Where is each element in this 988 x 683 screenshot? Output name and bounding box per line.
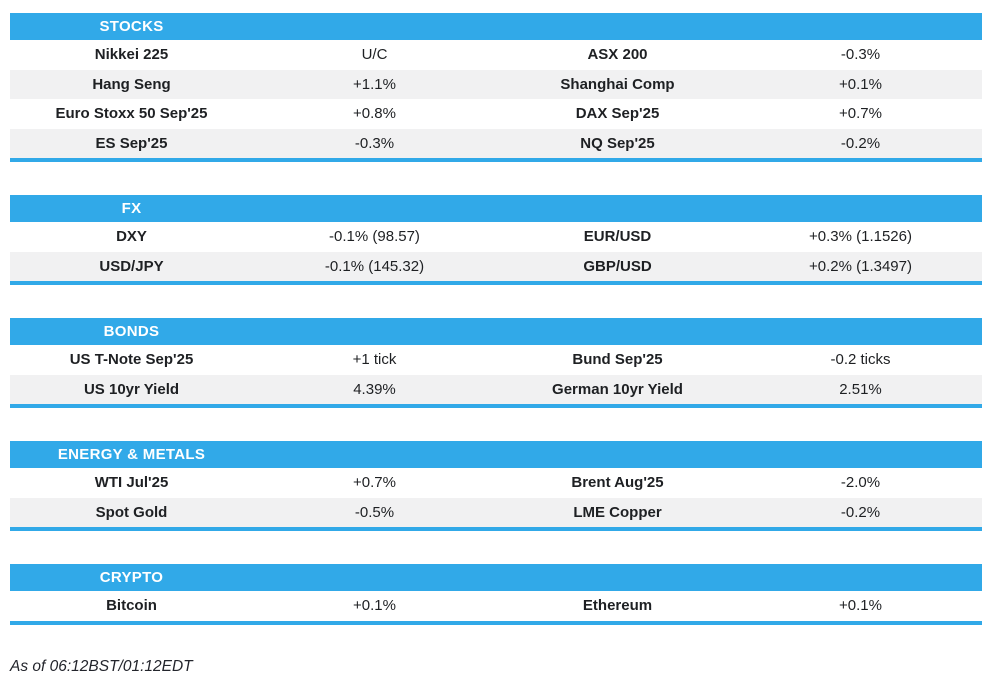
instrument-label: Shanghai Comp (560, 75, 675, 93)
table-row: Bitcoin +0.1% Ethereum +0.1% (10, 591, 982, 621)
instrument-value: +0.7% (839, 105, 882, 123)
instrument-label: LME Copper (573, 503, 662, 521)
section-crypto: CRYPTO Bitcoin +0.1% Ethereum +0.1% (10, 564, 982, 625)
section-header: ENERGY & METALS (10, 441, 982, 468)
instrument-label: WTI Jul'25 (94, 474, 169, 492)
instrument-value: +1.1% (353, 75, 396, 93)
instrument-label: Hang Seng (92, 75, 171, 93)
instrument-label: NQ Sep'25 (580, 134, 655, 152)
instrument-label: US T-Note Sep'25 (69, 351, 194, 369)
instrument-label: DAX Sep'25 (575, 105, 660, 123)
section-bonds: BONDS US T-Note Sep'25 +1 tick Bund Sep'… (10, 318, 982, 408)
instrument-label: Euro Stoxx 50 Sep'25 (55, 105, 208, 123)
table-row: Euro Stoxx 50 Sep'25 +0.8% DAX Sep'25 +0… (10, 99, 982, 129)
section-stocks: STOCKS Nikkei 225 U/C ASX 200 -0.3% Hang… (10, 13, 982, 162)
table-row: USD/JPY -0.1% (145.32) GBP/USD +0.2% (1.… (10, 251, 982, 281)
instrument-value: +0.7% (353, 474, 396, 492)
instrument-value: +1 tick (352, 351, 397, 369)
table-row: DXY -0.1% (98.57) EUR/USD +0.3% (1.1526) (10, 222, 982, 252)
instrument-value: -0.2% (840, 134, 881, 152)
section-rows: DXY -0.1% (98.57) EUR/USD +0.3% (1.1526)… (10, 222, 982, 281)
instrument-label: Spot Gold (95, 503, 168, 521)
section-header: BONDS (10, 318, 982, 345)
section-underline (10, 158, 982, 162)
instrument-label: Brent Aug'25 (571, 474, 664, 492)
section-rows: US T-Note Sep'25 +1 tick Bund Sep'25 -0.… (10, 345, 982, 404)
instrument-value: U/C (361, 46, 388, 64)
table-row: US 10yr Yield 4.39% German 10yr Yield 2.… (10, 374, 982, 404)
as-of-timestamp: As of 06:12BST/01:12EDT (10, 657, 193, 675)
instrument-label: US 10yr Yield (83, 380, 180, 398)
section-title: BONDS (103, 323, 160, 340)
section-header: FX (10, 195, 982, 222)
instrument-value: +0.3% (1.1526) (809, 228, 912, 246)
instrument-label: EUR/USD (583, 228, 652, 246)
instrument-value: -0.5% (354, 503, 395, 521)
instrument-label: German 10yr Yield (552, 380, 683, 398)
instrument-value: -0.3% (354, 134, 395, 152)
instrument-value: -0.1% (98.57) (329, 228, 420, 246)
instrument-value: -2.0% (840, 474, 881, 492)
section-rows: Nikkei 225 U/C ASX 200 -0.3% Hang Seng +… (10, 40, 982, 158)
instrument-value: -0.2 ticks (830, 351, 891, 369)
section-header: STOCKS (10, 13, 982, 40)
instrument-value: -0.3% (840, 46, 881, 64)
instrument-value: -0.1% (145.32) (324, 257, 425, 275)
instrument-label: Nikkei 225 (94, 46, 169, 64)
instrument-value: 4.39% (353, 380, 396, 398)
section-rows: Bitcoin +0.1% Ethereum +0.1% (10, 591, 982, 621)
instrument-value: +0.1% (353, 597, 396, 615)
instrument-label: Bund Sep'25 (572, 351, 663, 369)
section-underline (10, 404, 982, 408)
instrument-label: ES Sep'25 (95, 134, 168, 152)
table-row: WTI Jul'25 +0.7% Brent Aug'25 -2.0% (10, 468, 982, 498)
section-title: ENERGY & METALS (57, 446, 206, 463)
table-row: Nikkei 225 U/C ASX 200 -0.3% (10, 40, 982, 70)
instrument-value: +0.8% (353, 105, 396, 123)
table-row: Hang Seng +1.1% Shanghai Comp +0.1% (10, 69, 982, 99)
instrument-label: ASX 200 (587, 46, 648, 64)
section-header: CRYPTO (10, 564, 982, 591)
section-underline (10, 527, 982, 531)
section-underline (10, 281, 982, 285)
instrument-value: +0.1% (839, 75, 882, 93)
section-title: FX (121, 200, 142, 217)
section-title: CRYPTO (99, 569, 164, 586)
instrument-label: USD/JPY (99, 257, 164, 275)
instrument-label: Bitcoin (106, 597, 157, 615)
instrument-value: -0.2% (840, 503, 881, 521)
instrument-value: +0.2% (1.3497) (809, 257, 912, 275)
instrument-label: GBP/USD (583, 257, 652, 275)
section-title: STOCKS (99, 18, 164, 35)
section-fx: FX DXY -0.1% (98.57) EUR/USD +0.3% (1.15… (10, 195, 982, 285)
instrument-value: +0.1% (839, 597, 882, 615)
table-row: ES Sep'25 -0.3% NQ Sep'25 -0.2% (10, 128, 982, 158)
market-summary-board: STOCKS Nikkei 225 U/C ASX 200 -0.3% Hang… (10, 13, 982, 625)
instrument-value: 2.51% (839, 380, 882, 398)
table-row: Spot Gold -0.5% LME Copper -0.2% (10, 497, 982, 527)
instrument-label: DXY (116, 228, 147, 246)
instrument-label: Ethereum (582, 597, 653, 615)
section-underline (10, 620, 982, 625)
table-row: US T-Note Sep'25 +1 tick Bund Sep'25 -0.… (10, 345, 982, 375)
section-rows: WTI Jul'25 +0.7% Brent Aug'25 -2.0% Spot… (10, 468, 982, 527)
section-energy-metals: ENERGY & METALS WTI Jul'25 +0.7% Brent A… (10, 441, 982, 531)
